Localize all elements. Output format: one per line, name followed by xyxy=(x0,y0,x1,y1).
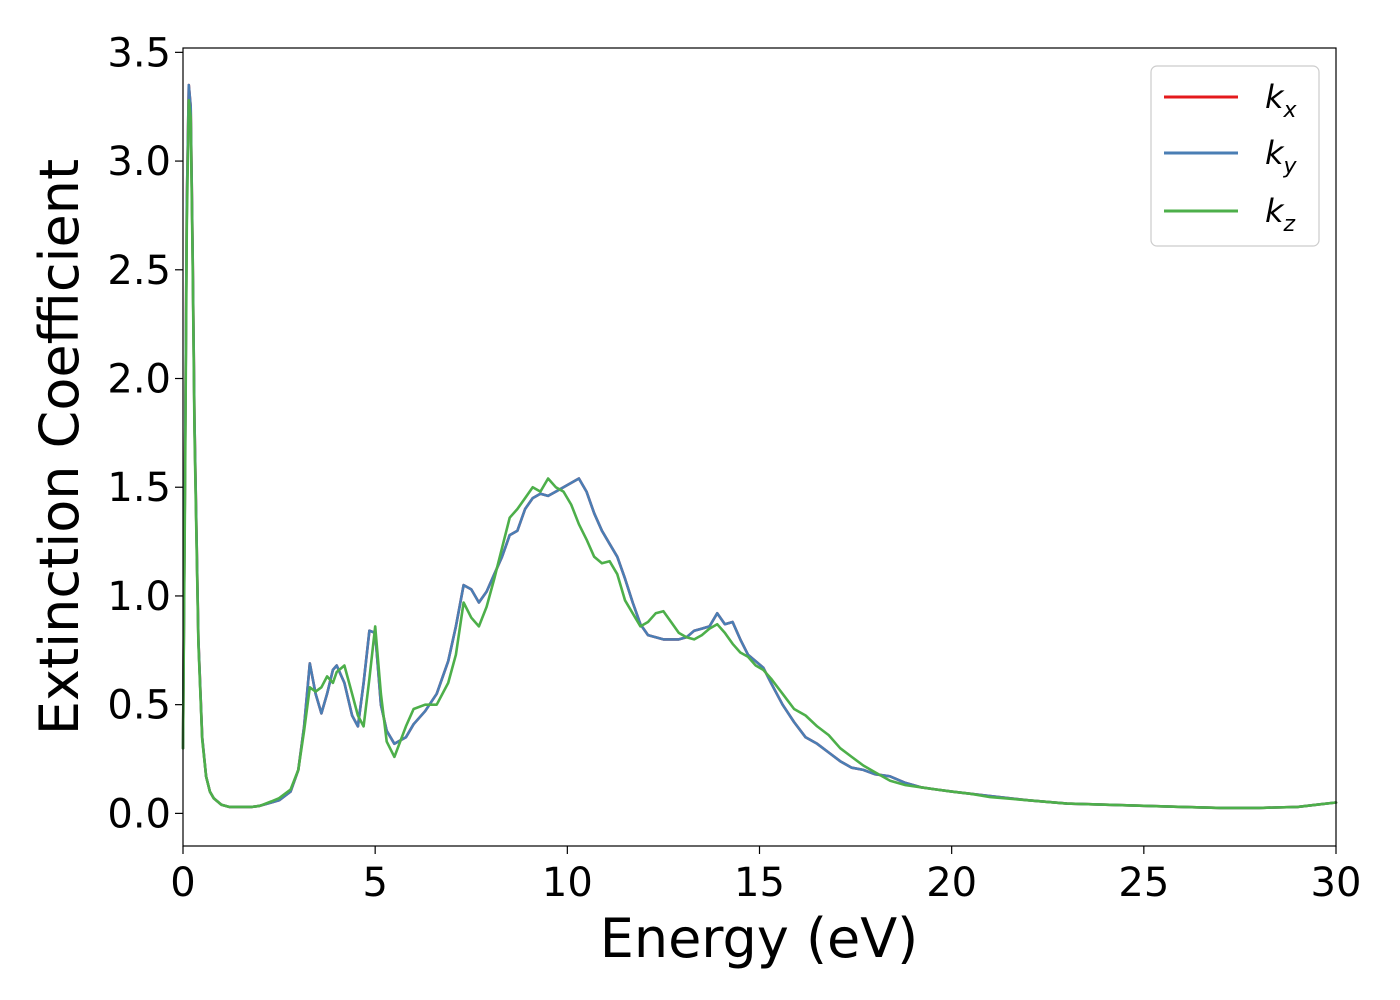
y-tick-label: 0.5 xyxy=(107,683,171,729)
axis-ticks: 0 5 10 15 20 25 30 0.0 0.5 1.0 1.5 2.0 2.5 3.0 3.5 xyxy=(107,30,1361,906)
x-tick-label: 0 xyxy=(170,860,195,906)
legend-label-ky: ky xyxy=(1265,134,1298,179)
legend-label-kz-base: k xyxy=(1265,192,1285,230)
y-axis-title: Extinction Coefficient xyxy=(28,159,91,735)
x-tick-label: 5 xyxy=(362,860,387,906)
y-tick-label: 3.5 xyxy=(107,30,171,76)
plot-frame xyxy=(182,47,1337,847)
x-axis-title: Energy (eV) xyxy=(600,907,919,970)
y-tick-label: 3.0 xyxy=(107,139,171,185)
legend-label-ky-base: k xyxy=(1265,134,1285,172)
x-tick-label: 20 xyxy=(926,860,977,906)
legend-label-kz-sub: z xyxy=(1283,212,1296,237)
y-tick-label: 2.0 xyxy=(107,357,171,403)
legend-label-ky-sub: y xyxy=(1283,154,1298,179)
legend: kx ky kz xyxy=(1150,65,1320,247)
legend-label-kx: kx xyxy=(1265,78,1298,123)
x-tick-label: 25 xyxy=(1118,860,1169,906)
legend-label-kx-base: k xyxy=(1265,78,1285,116)
legend-label-kz: kz xyxy=(1265,192,1296,237)
x-tick-label: 10 xyxy=(542,860,593,906)
y-tick-label: 1.0 xyxy=(107,574,171,620)
y-tick-label: 2.5 xyxy=(107,248,171,294)
legend-box xyxy=(1150,65,1320,247)
y-tick-label: 1.5 xyxy=(107,465,171,511)
series-line-kz xyxy=(181,98,1338,810)
series-line-ky xyxy=(181,83,1338,810)
y-tick-label: 0.0 xyxy=(107,791,171,837)
series-layer xyxy=(181,83,1338,810)
legend-label-kx-sub: x xyxy=(1283,98,1298,123)
x-tick-label: 15 xyxy=(734,860,785,906)
x-tick-label: 30 xyxy=(1311,860,1362,906)
